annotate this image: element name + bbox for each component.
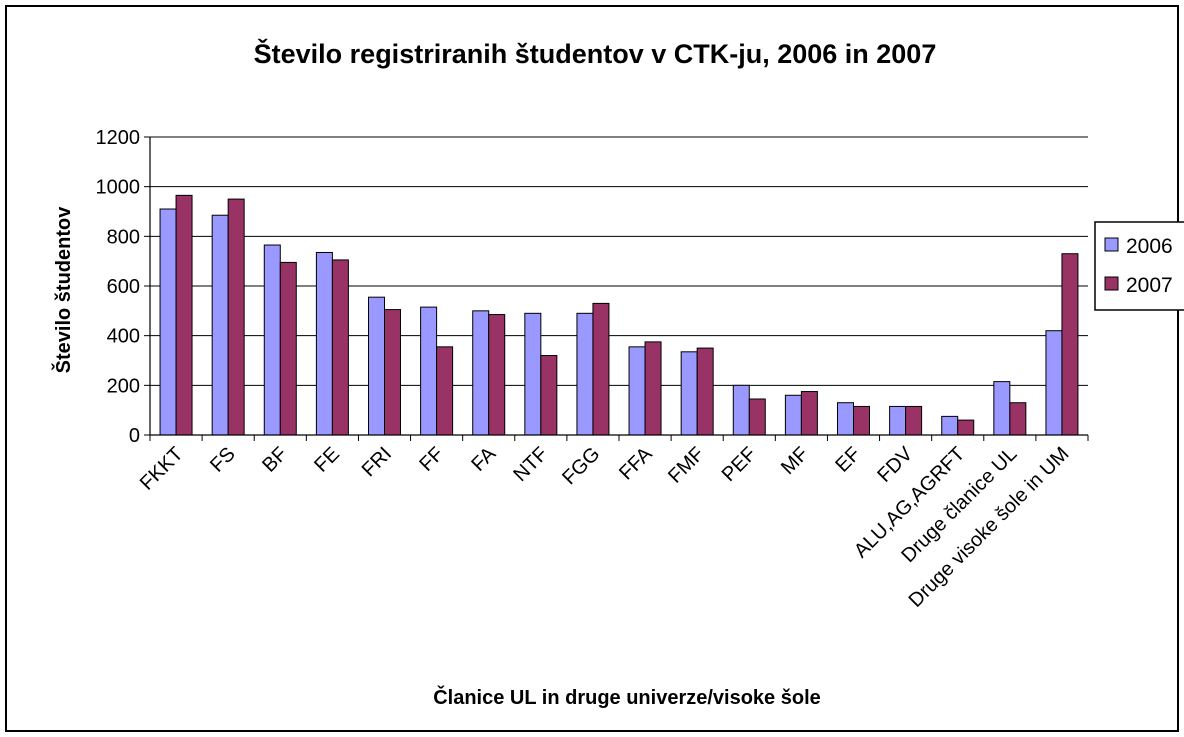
bar-2007-bf [279, 261, 297, 436]
bar-2007-fkkt [175, 194, 193, 436]
y-tick-label: 0 [129, 425, 140, 447]
bar-2007-ff [436, 346, 454, 436]
bar-2007-ntf [540, 355, 558, 436]
bar-2007-druge-lanice-ul [1009, 402, 1027, 436]
x-tick-label: FA [467, 443, 500, 476]
x-tick-label: FGG [558, 443, 604, 489]
x-tick-label: MF [777, 443, 813, 479]
x-tick-label: FMF [664, 443, 709, 488]
gridlines [150, 136, 1088, 386]
bar-2007-druge-visoke-ole-in-um [1061, 253, 1079, 436]
x-tick-label: FS [206, 443, 240, 477]
bar-2007-fs [227, 198, 245, 436]
x-tick-label: FF [415, 443, 448, 476]
x-tick-labels: FKKT FS BF FE FRI FF FA NTF FGG FFA FMF PEF MF EF FDVA… [136, 443, 1074, 612]
bar-2006-alu-ag-agrft [941, 415, 959, 436]
chart-title: Število registriranih študentov v CTK-ju… [254, 38, 937, 69]
bar-2006-mf [784, 394, 802, 436]
x-tick-label: FKKT [136, 443, 188, 495]
bar-2006-fs [211, 214, 229, 436]
x-tick-label: FDV [873, 443, 917, 487]
x-tick-label: EF [831, 443, 865, 477]
legend-label-2006: 2006 [1126, 235, 1173, 258]
bar-2007-fgg [592, 302, 610, 436]
legend-swatch-2007 [1104, 276, 1119, 291]
legend-swatch-2006 [1104, 237, 1119, 252]
bar-2007-fdv [905, 405, 923, 436]
legend-label-2007: 2007 [1126, 274, 1173, 297]
bar-2007-ffa [644, 341, 662, 436]
bar-2006-pef [732, 384, 750, 436]
bar-2006-ff [420, 306, 438, 436]
x-tick-label: FFA [615, 443, 657, 485]
bar-2006-fkkt [159, 208, 177, 436]
x-tick-label: NTF [509, 443, 552, 486]
y-axis-label: Število študentov [51, 206, 75, 374]
bar-2007-fe [331, 259, 349, 436]
bar-2006-fa [472, 310, 490, 436]
y-tick-label: 1200 [96, 127, 141, 149]
bar-2006-bf [263, 244, 281, 436]
axes [144, 136, 1089, 441]
bar-2007-pef [748, 398, 766, 436]
bar-2006-ef [837, 402, 854, 436]
bar-2007-alu-ag-agrft [957, 419, 975, 436]
bar-2006-druge-visoke-ole-in-um [1045, 330, 1063, 436]
y-tick-label: 200 [107, 375, 140, 397]
bars [159, 194, 1079, 436]
bar-2006-druge-lanice-ul [993, 381, 1011, 436]
legend-box [1094, 221, 1184, 311]
y-tick-labels: 0 200 400 600 800 1000 1200 [96, 127, 141, 447]
x-tick-label: FE [310, 443, 344, 477]
x-tick-label: BF [258, 443, 292, 477]
x-tick-label: PEF [718, 443, 761, 486]
bar-2007-fmf [696, 347, 714, 436]
bar-2006-ffa [628, 346, 646, 436]
bar-2006-fri [368, 296, 385, 436]
y-tick-label: 1000 [96, 177, 141, 199]
bar-2007-mf [800, 391, 818, 436]
bar-2007-fa [488, 314, 506, 436]
bar-2007-ef [853, 405, 870, 436]
legend: 2006 2007 [1094, 221, 1184, 311]
bar-2006-fgg [576, 312, 594, 436]
y-tick-label: 400 [107, 326, 140, 348]
x-axis-label: Članice UL in druge univerze/visoke šole [433, 685, 821, 709]
bar-2006-fdv [889, 405, 907, 436]
x-tick-label: FRI [358, 443, 396, 481]
bar-2006-ntf [524, 312, 542, 436]
y-tick-label: 800 [107, 226, 140, 248]
y-tick-label: 600 [107, 276, 140, 298]
bar-2006-fe [315, 251, 333, 436]
bar-2007-fri [384, 309, 401, 436]
bar-2006-fmf [680, 351, 698, 436]
